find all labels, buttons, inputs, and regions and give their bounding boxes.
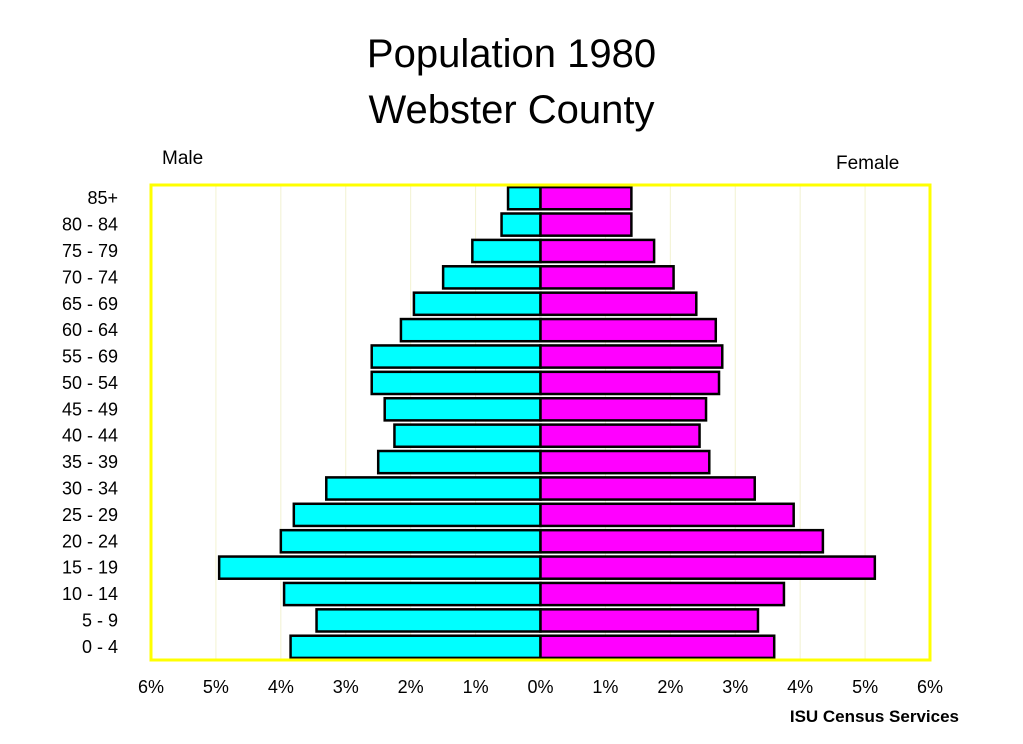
bars xyxy=(217,185,877,660)
female-bar xyxy=(539,555,877,580)
male-bar xyxy=(370,370,542,396)
female-bar xyxy=(539,634,776,660)
category-label: 80 - 84 xyxy=(62,215,118,235)
category-label: 40 - 44 xyxy=(62,426,118,446)
male-bar xyxy=(325,476,542,501)
female-bar xyxy=(539,344,724,369)
x-tick-label: 1% xyxy=(463,677,489,697)
category-label: 60 - 64 xyxy=(62,320,118,340)
category-label: 45 - 49 xyxy=(62,399,118,419)
female-bar xyxy=(539,608,760,633)
category-label: 15 - 19 xyxy=(62,558,118,578)
male-side-label: Male xyxy=(162,148,204,169)
grid-lines xyxy=(215,185,866,660)
female-bar xyxy=(539,449,711,475)
category-label: 35 - 39 xyxy=(62,452,118,472)
male-bar xyxy=(393,423,542,449)
female-bar xyxy=(539,396,708,422)
x-tick-label: 1% xyxy=(592,677,618,697)
category-label: 85+ xyxy=(87,188,118,208)
category-label: 65 - 69 xyxy=(62,294,118,314)
chart-title-line-2: Webster County xyxy=(368,88,655,132)
category-label: 30 - 34 xyxy=(62,478,118,498)
x-tick-label: 5% xyxy=(852,677,878,697)
x-tick-label: 6% xyxy=(917,677,943,697)
male-bar xyxy=(500,212,542,237)
male-bar xyxy=(399,317,542,343)
plot-frame xyxy=(149,183,932,662)
category-label: 5 - 9 xyxy=(82,610,118,630)
male-bar xyxy=(217,555,542,580)
female-bar xyxy=(539,212,633,237)
category-label: 70 - 74 xyxy=(62,267,118,287)
female-bar xyxy=(539,317,718,343)
male-bar xyxy=(279,528,542,554)
x-tick-label: 4% xyxy=(787,677,813,697)
male-bar xyxy=(376,449,542,475)
x-tick-label: 2% xyxy=(657,677,683,697)
category-label: 10 - 14 xyxy=(62,584,118,604)
male-bar xyxy=(289,634,542,660)
category-labels: 85+ 80 - 84 75 - 79 70 - 74 65 - 69 60 - 64 55… xyxy=(62,188,118,657)
male-bar xyxy=(282,581,542,607)
female-bar xyxy=(539,528,825,554)
x-tick-labels: 6% 5% 4% 3% 2% 1% 0% 1% 2% 3% 4% 5% 6% xyxy=(138,677,943,697)
female-bar xyxy=(539,185,633,211)
category-label: 75 - 79 xyxy=(62,241,118,261)
female-bar xyxy=(539,423,701,449)
male-bar xyxy=(383,396,542,422)
chart-title-line-1: Population 1980 xyxy=(366,32,657,76)
female-side-label: Female xyxy=(836,153,900,174)
male-bar xyxy=(506,185,542,211)
female-bar xyxy=(539,476,756,501)
male-bar xyxy=(370,344,542,369)
male-bar xyxy=(412,291,542,317)
male-bar xyxy=(441,265,542,290)
x-tick-label: 6% xyxy=(138,677,164,697)
female-bar xyxy=(539,238,656,264)
x-tick-label: 3% xyxy=(333,677,359,697)
male-bar xyxy=(471,238,542,264)
category-label: 55 - 69 xyxy=(62,347,118,367)
x-tick-label: 0% xyxy=(527,677,553,697)
male-bar xyxy=(292,502,542,528)
x-tick-label: 3% xyxy=(722,677,748,697)
female-bar xyxy=(539,502,795,528)
category-label: 0 - 4 xyxy=(82,637,118,657)
category-label: 25 - 29 xyxy=(62,505,118,525)
category-label: 50 - 54 xyxy=(62,373,118,393)
x-tick-label: 4% xyxy=(268,677,294,697)
male-bar xyxy=(315,608,542,633)
female-bar xyxy=(539,265,675,290)
category-label: 20 - 24 xyxy=(62,531,118,551)
x-tick-label: 2% xyxy=(398,677,424,697)
female-bar xyxy=(539,291,698,317)
female-bar xyxy=(539,581,786,607)
female-bar xyxy=(539,370,721,396)
x-tick-label: 5% xyxy=(203,677,229,697)
source-credit: ISU Census Services xyxy=(789,707,959,726)
